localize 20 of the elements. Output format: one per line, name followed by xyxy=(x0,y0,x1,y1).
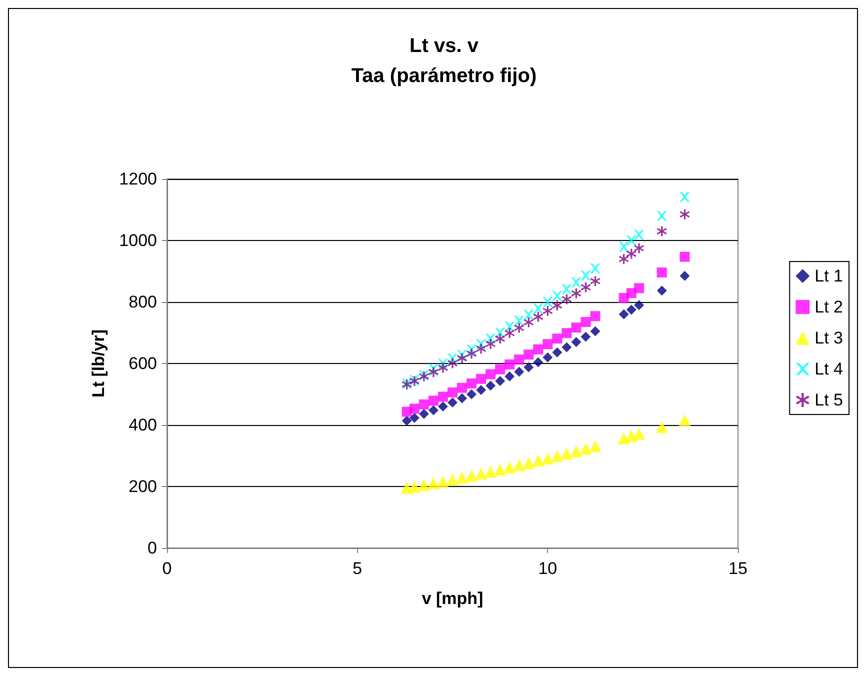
y-tick-label: 400 xyxy=(128,416,157,434)
legend-label: Lt 4 xyxy=(814,360,844,378)
legend-label: Lt 5 xyxy=(814,390,844,410)
legend-label: Lt 2 xyxy=(814,298,844,316)
chart-subtitle: Taa (parámetro fijo) xyxy=(351,65,537,87)
y-tick-label: 1200 xyxy=(119,170,157,188)
x-tick-label: 5 xyxy=(352,559,362,578)
y-tick-label: 600 xyxy=(128,354,157,373)
y-tick-label: 800 xyxy=(128,292,157,312)
y-tick-label: 0 xyxy=(148,538,157,558)
legend-label: Lt 1 xyxy=(814,266,844,286)
y-axis-title: Lt [lb/yr] xyxy=(89,330,108,398)
x-tick-label: 0 xyxy=(162,559,172,578)
x-tick-label: 15 xyxy=(728,559,748,578)
x-tick-label: 10 xyxy=(538,559,558,578)
legend-label: Lt 3 xyxy=(814,328,844,348)
x-axis-title: v [mph] xyxy=(422,589,484,608)
y-tick-label: 200 xyxy=(128,477,157,496)
y-tick-label: 1000 xyxy=(119,231,157,250)
chart-title: Lt vs. v xyxy=(410,35,480,57)
